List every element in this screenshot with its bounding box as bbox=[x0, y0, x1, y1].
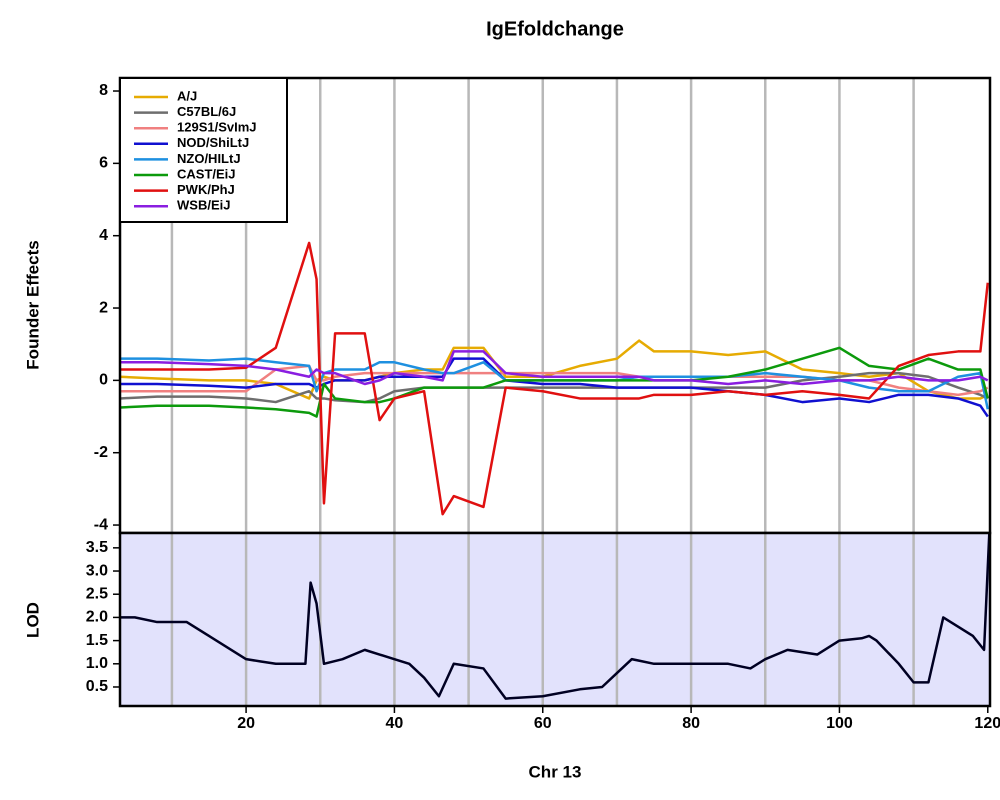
y-tick-label: -2 bbox=[94, 444, 108, 461]
legend-label: NOD/ShiLtJ bbox=[177, 135, 249, 150]
x-tick-label: 60 bbox=[534, 715, 552, 732]
plot-frame bbox=[118, 531, 992, 708]
y-tick-label: 6 bbox=[99, 155, 108, 172]
y-axis-label: Founder Effects bbox=[23, 240, 42, 369]
legend-label: NZO/HILtJ bbox=[177, 151, 241, 166]
data-line bbox=[119, 346, 989, 418]
y-tick-label: 3.0 bbox=[86, 562, 108, 579]
y-tick-label: 3.5 bbox=[86, 539, 108, 556]
chart-title: IgEfoldchange bbox=[486, 18, 624, 40]
y-tick-label: 4 bbox=[99, 227, 108, 244]
x-tick-label: 80 bbox=[682, 715, 700, 732]
y-tick-label: 1.0 bbox=[86, 655, 108, 672]
x-tick-label: 120 bbox=[974, 715, 1000, 732]
legend-box bbox=[119, 77, 288, 223]
y-tick-label: 2.5 bbox=[86, 585, 108, 602]
y-tick-label: 0.5 bbox=[86, 678, 108, 695]
x-axis-label: Chr 13 bbox=[529, 762, 582, 781]
data-line bbox=[120, 350, 989, 386]
y-tick-label: 2 bbox=[99, 299, 108, 316]
x-tick-label: 20 bbox=[237, 715, 255, 732]
x-tick-label: 100 bbox=[826, 715, 853, 732]
y-tick-label: 8 bbox=[99, 82, 108, 99]
y-tick-label: 2.0 bbox=[86, 609, 108, 626]
legend-label: A/J bbox=[177, 88, 197, 103]
legend-label: CAST/EiJ bbox=[177, 166, 236, 181]
legend-label: WSB/EiJ bbox=[177, 198, 230, 213]
x-tick-label: 40 bbox=[386, 715, 404, 732]
y-tick-label: 0 bbox=[99, 372, 108, 389]
plot-background bbox=[120, 533, 990, 706]
legend-label: PWK/PhJ bbox=[177, 182, 235, 197]
legend-label: 129S1/SvImJ bbox=[177, 120, 257, 135]
y-tick-label: 1.5 bbox=[86, 632, 108, 649]
data-line bbox=[120, 241, 990, 516]
y-tick-label: -4 bbox=[94, 516, 108, 533]
legend-label: C57BL/6J bbox=[177, 104, 236, 119]
data-line bbox=[120, 533, 991, 700]
y-axis-label: LOD bbox=[23, 602, 42, 638]
